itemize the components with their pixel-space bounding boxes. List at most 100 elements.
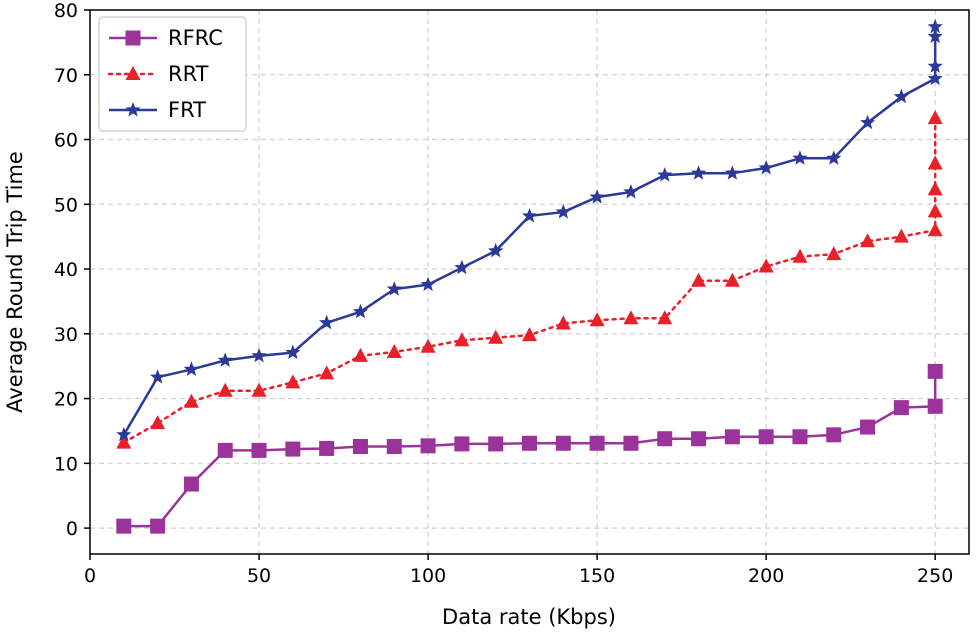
y-tick-label: 60 xyxy=(54,130,78,152)
data-point-rrt xyxy=(927,203,943,218)
data-point-rfrc xyxy=(319,440,335,456)
data-point-rrt xyxy=(826,246,842,261)
data-point-rrt xyxy=(893,228,909,243)
data-point-frt xyxy=(183,361,200,376)
data-point-rfrc xyxy=(386,438,402,454)
data-point-rfrc xyxy=(860,419,876,435)
data-point-rrt xyxy=(251,382,267,397)
data-point-rrt xyxy=(454,332,470,347)
x-axis-label: Data rate (Kbps) xyxy=(442,605,616,629)
data-point-rfrc xyxy=(724,429,740,445)
data-point-rrt xyxy=(217,382,233,397)
legend-marker-frt xyxy=(125,102,141,117)
data-point-frt xyxy=(555,204,571,219)
legend-marker-rrt xyxy=(125,66,141,80)
data-point-rfrc xyxy=(555,435,571,451)
data-point-rrt xyxy=(927,110,943,125)
data-point-rrt xyxy=(150,415,166,430)
series-rfrc xyxy=(116,363,943,534)
data-point-rfrc xyxy=(623,435,639,451)
legend-entry-rrt: RRT xyxy=(107,62,209,86)
legend-label-frt: FRT xyxy=(168,98,206,122)
data-point-rfrc xyxy=(522,435,537,451)
data-point-rfrc xyxy=(758,429,774,445)
legend-marker-rfrc xyxy=(125,30,141,46)
legend-entry-frt: FRT xyxy=(109,98,206,122)
legend: RFRC RRT FRT xyxy=(98,16,247,132)
data-point-rrt xyxy=(691,272,707,287)
data-point-rrt xyxy=(589,312,605,327)
data-point-rrt xyxy=(285,374,301,389)
data-point-rfrc xyxy=(217,442,233,458)
data-point-rfrc xyxy=(589,435,605,451)
data-point-frt xyxy=(217,352,233,367)
data-point-rrt xyxy=(724,272,740,287)
data-point-rrt xyxy=(927,181,943,196)
y-tick-label: 80 xyxy=(54,0,78,22)
y-axis-label: Average Round Trip Time xyxy=(3,151,27,413)
data-point-rfrc xyxy=(251,442,267,458)
data-point-frt xyxy=(285,344,301,360)
series-layer xyxy=(116,18,943,534)
data-point-frt xyxy=(623,183,639,199)
series-line-frt xyxy=(122,26,937,436)
data-point-frt xyxy=(859,114,876,130)
data-point-frt xyxy=(150,369,166,384)
y-tick-label: 70 xyxy=(54,65,78,87)
data-point-rfrc xyxy=(893,400,909,416)
data-point-rrt xyxy=(522,327,537,342)
y-tick-label: 20 xyxy=(54,389,78,411)
data-point-frt xyxy=(826,150,842,165)
data-point-rfrc xyxy=(927,363,943,379)
data-point-frt xyxy=(352,303,369,319)
data-point-frt xyxy=(927,58,943,73)
data-point-frt xyxy=(116,426,132,442)
data-point-rfrc xyxy=(150,518,166,534)
data-point-rrt xyxy=(927,222,943,237)
data-point-rfrc xyxy=(116,518,132,534)
data-point-rfrc xyxy=(285,441,301,457)
legend-label-rfrc: RFRC xyxy=(168,26,223,50)
y-tick-label: 40 xyxy=(54,259,78,281)
data-point-rrt xyxy=(488,329,504,344)
data-point-rfrc xyxy=(927,398,943,414)
y-tick-label: 50 xyxy=(54,194,78,216)
plot-frame xyxy=(89,9,970,555)
series-rrt xyxy=(116,110,943,449)
data-point-rfrc xyxy=(691,431,707,447)
legend-entry-rfrc: RFRC xyxy=(109,26,223,50)
data-point-frt xyxy=(488,242,504,258)
data-point-rfrc xyxy=(792,429,808,445)
data-point-rfrc xyxy=(488,436,504,452)
data-point-rrt xyxy=(657,310,673,325)
data-point-frt xyxy=(251,347,267,363)
data-point-rrt xyxy=(386,343,402,358)
x-tick-label: 250 xyxy=(917,565,953,587)
data-point-frt xyxy=(386,281,402,296)
data-point-rrt xyxy=(927,155,943,170)
data-point-frt xyxy=(319,314,335,330)
data-point-frt xyxy=(420,276,436,292)
x-tick-label: 50 xyxy=(247,565,271,587)
legend-label-rrt: RRT xyxy=(168,62,209,86)
data-point-frt xyxy=(927,70,943,86)
data-point-frt xyxy=(521,207,538,223)
data-point-rfrc xyxy=(352,438,368,454)
data-point-rrt xyxy=(758,258,774,273)
data-point-rrt xyxy=(183,393,199,408)
x-tick-label: 0 xyxy=(84,565,96,587)
data-point-rrt xyxy=(420,338,436,353)
ticks: 0 50 100 150 200 250 0 10 20 30 40 50 60 70 80 xyxy=(54,0,954,587)
data-point-frt xyxy=(690,165,707,180)
data-point-frt xyxy=(758,160,774,175)
data-point-frt xyxy=(792,150,808,165)
data-point-rrt xyxy=(623,310,639,325)
data-point-rrt xyxy=(116,434,132,449)
data-point-rfrc xyxy=(183,476,199,492)
y-tick-label: 0 xyxy=(66,518,78,540)
data-point-frt xyxy=(893,88,909,104)
x-tick-label: 100 xyxy=(410,565,446,587)
data-point-rfrc xyxy=(657,431,673,447)
data-point-frt xyxy=(454,259,470,275)
